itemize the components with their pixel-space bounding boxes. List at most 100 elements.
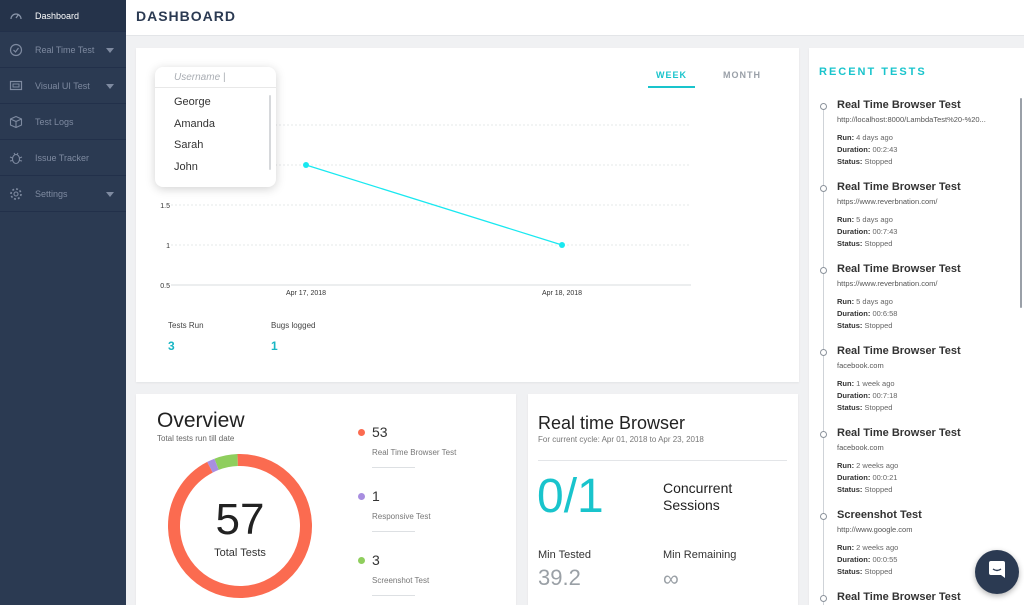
test-status: Status: Stopped [837,321,893,330]
test-name: Real Time Browser Test [837,427,961,439]
test-status: Status: Stopped [837,239,893,248]
cube-icon [8,114,24,130]
x-tick-label: Apr 18, 2018 [542,290,582,297]
sidebar-item-issue-tracker[interactable]: Issue Tracker [0,140,126,176]
test-url: https://www.reverbnation.com/ [837,197,938,206]
test-name: Real Time Browser Test [837,181,961,193]
tab-week[interactable]: WEEK [648,70,695,88]
chat-icon [986,559,1008,586]
test-run: Run: 1 week ago [837,379,895,388]
page-header: DASHBOARD [126,0,1024,36]
x-tick-label: Apr 17, 2018 [286,290,326,297]
clock-icon [8,42,24,58]
test-name: Real Time Browser Test [837,345,961,357]
sidebar-item-label: Real Time Test [35,44,95,55]
sidebar-item-real-time-test[interactable]: Real Time Test [0,32,126,68]
period-tabs: WEEK MONTH [628,70,769,88]
rtb-subtitle: For current cycle: Apr 01, 2018 to Apr 2… [538,435,704,444]
data-point[interactable] [303,162,309,168]
timeline-node [820,185,827,192]
username-option-george[interactable]: George [174,96,211,108]
timeline-node [820,103,827,110]
sidebar-item-label: Dashboard [35,10,80,21]
overview-card: Overview Total tests run till date 57 To… [136,394,516,605]
test-run: Run: 5 days ago [837,297,893,306]
rtb-title: Real time Browser [538,413,686,433]
test-run: Run: 2 weeks ago [837,543,899,552]
donut-segment [168,454,312,598]
concurrent-sessions-label: Concurrent Sessions [663,480,733,513]
recent-tests-title: RECENT TESTS [819,66,927,78]
min-remaining-label: Min Remaining [663,549,737,561]
series-line [305,164,563,246]
y-tick-label: 0.5 [160,283,170,290]
username-dropdown: Username | George Amanda Sarah John [155,67,276,187]
sidebar-item-label: Settings [35,188,68,199]
timeline-node [820,513,827,520]
gear-icon [8,186,24,202]
legend-dot [358,493,365,500]
sidebar-item-settings[interactable]: Settings [0,176,126,212]
legend-label: Responsive Test [372,512,431,521]
legend-value: 1 [372,488,380,504]
sidebar-item-dashboard[interactable]: Dashboard [0,0,126,32]
username-input[interactable]: Username | [155,67,276,88]
timeline-node [820,595,827,602]
test-status: Status: Stopped [837,403,893,412]
test-url: facebook.com [837,443,884,452]
tests-run-stat: Tests Run 3 [168,321,204,353]
test-name: Real Time Browser Test [837,99,961,111]
test-duration: Duration: 00:0:55 [837,555,898,564]
divider [372,595,415,596]
recent-tests-panel: RECENT TESTS Real Time Browser Test http:… [809,48,1024,605]
tab-month[interactable]: MONTH [723,70,761,80]
sidebar: Dashboard Real Time Test Visual UI Test … [0,0,126,605]
chevron-down-icon [106,47,114,53]
bugs-logged-stat: Bugs logged 1 [271,321,315,353]
username-option-amanda[interactable]: Amanda [174,117,215,130]
test-status: Status: Stopped [837,485,893,494]
dropdown-scrollbar[interactable] [269,95,271,170]
chevron-down-icon [106,83,114,89]
test-run: Run: 2 weeks ago [837,461,899,470]
bug-icon [8,150,24,166]
legend-dot [358,557,365,564]
tests-run-value: 3 [168,339,175,353]
sidebar-item-label: Issue Tracker [35,152,90,163]
legend-value: 53 [372,424,388,440]
scrollbar[interactable] [1020,98,1022,308]
divider [538,460,787,461]
test-url: http://www.google.com [837,525,913,534]
timeline-node [820,267,827,274]
test-run: Run: 4 days ago [837,133,893,142]
chevron-down-icon [106,191,114,197]
test-duration: Duration: 00:6:58 [837,309,898,318]
bugs-logged-label: Bugs logged [271,321,316,330]
username-option-sarah[interactable]: Sarah [174,139,204,151]
timeline-node [820,431,827,438]
timeline-node [820,349,827,356]
line-chart: 0.5 1 1.5 Apr 17, 2018 Apr 18, 2018 [160,124,691,297]
legend-label: Real Time Browser Test [372,448,457,457]
min-tested-label: Min Tested [538,549,591,561]
sidebar-item-test-logs[interactable]: Test Logs [0,104,126,140]
legend-label: Screenshot Test [372,576,430,585]
real-time-browser-card: Real time Browser For current cycle: Apr… [528,394,798,605]
username-list: George Amanda Sarah John [155,88,276,178]
chat-button[interactable] [975,550,1019,594]
sidebar-item-label: Test Logs [35,116,74,127]
sidebar-item-visual-ui-test[interactable]: Visual UI Test [0,68,126,104]
min-remaining-value: ∞ [663,566,679,591]
bugs-logged-value: 1 [271,339,278,353]
data-point[interactable] [559,242,565,248]
legend-dot [358,429,365,436]
test-duration: Duration: 00:7:18 [837,391,898,400]
divider [372,467,415,468]
username-option-john[interactable]: John [174,160,198,173]
test-duration: Duration: 00:0:21 [837,473,898,482]
gauge-icon [8,8,24,24]
monitor-icon [8,78,24,94]
page-title: DASHBOARD [136,8,236,24]
donut-total-label: Total Tests [214,547,266,559]
overview-title: Overview [157,409,245,432]
